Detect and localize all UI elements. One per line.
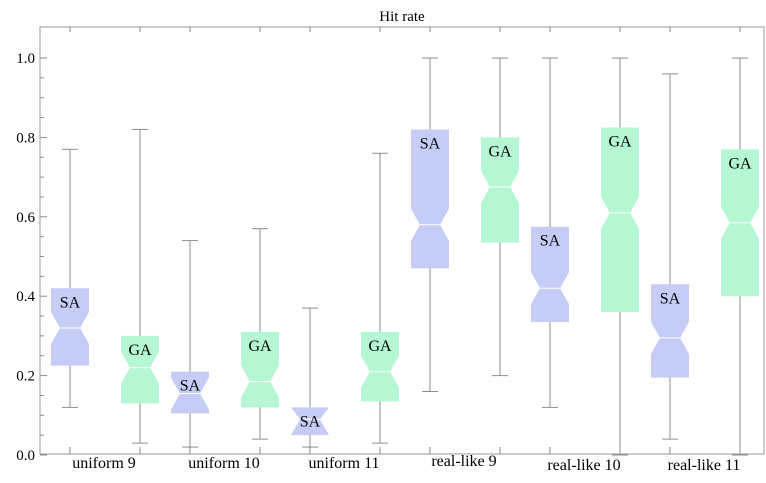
- series-label-sa: SA: [540, 233, 561, 250]
- box-body: [121, 335, 159, 404]
- box-body: [531, 226, 569, 323]
- series-label-ga: GA: [488, 143, 512, 160]
- box-body: [241, 331, 279, 408]
- y-tick-label: 1.0: [16, 51, 35, 67]
- y-tick-label: 0.6: [16, 210, 35, 226]
- series-label-ga: GA: [368, 338, 392, 355]
- box-ga-3: GA: [361, 152, 399, 444]
- y-tick-label: 0.4: [16, 289, 35, 305]
- x-axis: [69, 27, 741, 454]
- series-label-ga: GA: [608, 133, 632, 150]
- chart-title: Hit rate: [379, 9, 425, 25]
- y-axis: 0.0 0.2 0.4 0.6 0.8 1.0: [16, 51, 47, 464]
- box-ga-4: GA: [481, 57, 519, 377]
- series-label-ga: GA: [728, 155, 752, 172]
- plot-frame: [39, 26, 765, 455]
- series-label-sa: SA: [60, 294, 81, 311]
- box-ga-1: GA: [121, 128, 159, 444]
- box-ga-2: GA: [241, 228, 279, 440]
- box-sa-1: SA: [51, 148, 89, 408]
- box-body: [171, 371, 209, 414]
- box-sa-2: SA: [171, 240, 209, 448]
- y-tick-label: 0.2: [16, 369, 35, 385]
- group-label: uniform 11: [309, 455, 380, 472]
- box-body: [481, 137, 519, 243]
- box-sa-4: SA: [411, 57, 449, 392]
- series-label-sa: SA: [180, 378, 201, 395]
- box-ga-5: GA: [601, 57, 639, 456]
- series-label-sa: SA: [420, 135, 441, 152]
- box-body: [601, 127, 639, 313]
- group-label: real-like 10: [547, 457, 620, 474]
- group-label: real-like 9: [431, 453, 496, 470]
- box-body: [291, 407, 329, 436]
- y-tick-label: 0.8: [16, 130, 35, 146]
- group-label: uniform 10: [188, 455, 260, 472]
- series-label-sa: SA: [660, 290, 681, 307]
- y-tick-label: 0.0: [16, 448, 35, 464]
- box-plots: SA SA SA SA SA SA GA GA GA GA GA GA: [51, 57, 759, 456]
- box-ga-6: GA: [721, 57, 759, 456]
- group-labels: uniform 9 uniform 10 uniform 11 real-like 9…: [72, 453, 740, 474]
- box-sa-5: SA: [531, 57, 569, 408]
- series-label-ga: GA: [248, 338, 272, 355]
- box-body: [411, 129, 449, 269]
- box-sa-6: SA: [651, 73, 689, 440]
- box-sa-3: SA: [291, 307, 329, 448]
- group-label: real-like 11: [668, 457, 741, 474]
- box-body: [361, 331, 399, 402]
- series-label-sa: SA: [300, 413, 321, 430]
- box-body: [651, 284, 689, 378]
- box-body: [51, 288, 89, 366]
- group-label: uniform 9: [72, 455, 136, 472]
- series-label-ga: GA: [128, 342, 152, 359]
